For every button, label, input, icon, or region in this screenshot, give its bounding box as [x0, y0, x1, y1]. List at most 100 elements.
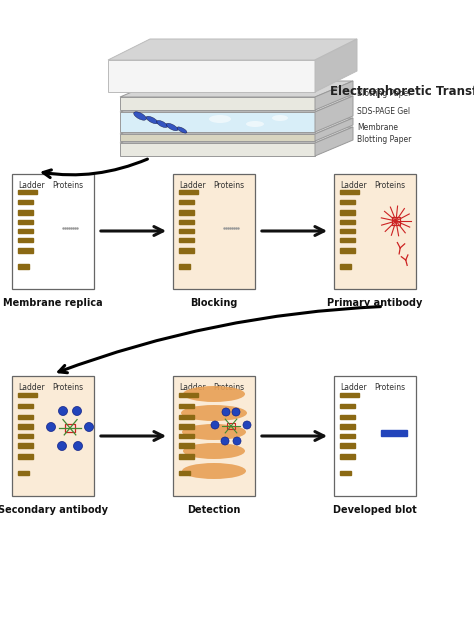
Bar — [340, 200, 355, 204]
Ellipse shape — [183, 386, 245, 402]
Polygon shape — [120, 127, 353, 143]
Text: Membrane replica: Membrane replica — [3, 297, 103, 307]
Text: Ladder: Ladder — [340, 181, 367, 189]
Bar — [65, 424, 75, 432]
Bar — [340, 189, 359, 194]
Ellipse shape — [156, 120, 167, 127]
Polygon shape — [315, 39, 357, 92]
Text: Electrophoretic Transfer: Electrophoretic Transfer — [330, 84, 474, 97]
Circle shape — [211, 421, 219, 429]
Bar — [18, 189, 37, 194]
Bar — [18, 248, 33, 253]
Bar — [179, 229, 194, 233]
Bar — [179, 415, 194, 419]
Bar — [179, 220, 194, 224]
Text: Ladder: Ladder — [340, 383, 367, 392]
Bar — [340, 248, 355, 253]
Ellipse shape — [166, 123, 178, 131]
Ellipse shape — [246, 121, 264, 127]
Bar — [179, 393, 198, 397]
Bar — [18, 393, 37, 397]
Bar — [179, 443, 194, 448]
Text: Secondary antibody: Secondary antibody — [0, 505, 108, 515]
Polygon shape — [108, 60, 315, 92]
FancyBboxPatch shape — [173, 173, 255, 289]
Bar — [340, 220, 355, 224]
Bar — [340, 415, 355, 419]
Text: Ladder: Ladder — [18, 383, 45, 392]
Bar — [179, 200, 194, 204]
FancyBboxPatch shape — [12, 376, 94, 496]
Polygon shape — [120, 118, 353, 134]
Bar — [18, 443, 33, 448]
Polygon shape — [120, 143, 315, 156]
Polygon shape — [120, 81, 353, 97]
Bar — [18, 220, 33, 224]
Bar — [179, 434, 194, 438]
Bar — [340, 238, 355, 242]
Text: Proteins: Proteins — [52, 383, 83, 392]
Polygon shape — [120, 97, 315, 110]
Circle shape — [222, 408, 230, 416]
Bar — [340, 265, 351, 269]
Ellipse shape — [181, 405, 247, 421]
Polygon shape — [315, 118, 353, 141]
Bar — [392, 217, 400, 225]
Bar — [340, 443, 355, 448]
Text: Ladder: Ladder — [179, 383, 206, 392]
Bar — [381, 430, 407, 436]
Circle shape — [58, 407, 67, 415]
Bar — [179, 238, 194, 242]
Bar — [18, 265, 29, 269]
Bar — [179, 211, 194, 215]
Text: Primary antibody: Primary antibody — [328, 297, 423, 307]
Bar — [18, 211, 33, 215]
Bar — [227, 423, 235, 429]
Bar — [18, 229, 33, 233]
Circle shape — [221, 437, 229, 445]
Polygon shape — [315, 127, 353, 156]
FancyBboxPatch shape — [334, 173, 416, 289]
Text: Detection: Detection — [187, 505, 241, 515]
Polygon shape — [120, 134, 315, 141]
Text: Proteins: Proteins — [52, 181, 83, 189]
Text: SDS-PAGE Gel: SDS-PAGE Gel — [357, 106, 410, 116]
Polygon shape — [108, 39, 357, 60]
Bar — [179, 424, 194, 428]
Ellipse shape — [182, 463, 246, 479]
Polygon shape — [315, 81, 353, 110]
Bar — [18, 471, 29, 476]
Ellipse shape — [183, 443, 245, 459]
Bar — [340, 404, 355, 408]
Text: Membrane: Membrane — [357, 123, 398, 132]
Ellipse shape — [177, 127, 187, 133]
Ellipse shape — [134, 112, 146, 120]
Text: Proteins: Proteins — [374, 181, 405, 189]
Circle shape — [73, 407, 82, 415]
Bar — [340, 424, 355, 428]
Circle shape — [243, 421, 251, 429]
Circle shape — [73, 442, 82, 450]
Bar — [340, 393, 359, 397]
FancyBboxPatch shape — [12, 173, 94, 289]
Polygon shape — [120, 112, 315, 132]
Text: Blotting Paper: Blotting Paper — [357, 89, 411, 98]
Text: Developed blot: Developed blot — [333, 505, 417, 515]
Circle shape — [84, 422, 93, 432]
Ellipse shape — [146, 116, 158, 124]
FancyBboxPatch shape — [334, 376, 416, 496]
Bar — [18, 454, 33, 458]
Bar — [179, 189, 198, 194]
Bar — [179, 471, 190, 476]
Circle shape — [232, 408, 240, 416]
Circle shape — [46, 422, 55, 432]
Ellipse shape — [182, 424, 246, 440]
Ellipse shape — [272, 115, 288, 121]
Circle shape — [233, 437, 241, 445]
Bar — [179, 265, 190, 269]
Bar — [179, 248, 194, 253]
Text: Blotting Paper: Blotting Paper — [357, 135, 411, 144]
FancyBboxPatch shape — [173, 376, 255, 496]
Bar — [18, 238, 33, 242]
Polygon shape — [120, 96, 353, 112]
